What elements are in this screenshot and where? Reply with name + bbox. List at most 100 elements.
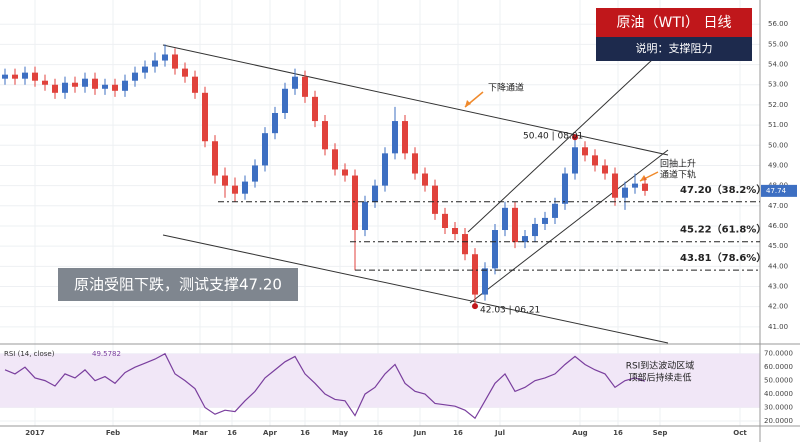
candle-body: [562, 173, 568, 204]
candle-body: [12, 74, 18, 79]
candle-body: [502, 207, 508, 231]
mark-layer: [2, 44, 760, 420]
low-point: [472, 303, 478, 310]
price-tag: [761, 184, 797, 197]
candle-body: [42, 80, 48, 85]
x-tick-label: May: [332, 429, 348, 437]
pullback-label: 回抽上升: [660, 158, 696, 170]
candle-body: [552, 203, 558, 218]
candle-body: [462, 234, 468, 255]
headline: 原油受阻下跌，测试支撑47.20: [74, 276, 282, 294]
rising-channel-upper: [467, 44, 669, 233]
candle-body: [592, 155, 598, 166]
candle-body: [522, 236, 528, 243]
x-tick-label: 2017: [25, 429, 45, 437]
channel-label: 下降通道: [488, 82, 524, 94]
price-tag-label: 47.74: [766, 187, 787, 195]
y-tick-label: 45.00: [768, 242, 788, 250]
candle-body: [112, 84, 118, 91]
candle-body: [152, 60, 158, 67]
y-tick-label: 54.00: [768, 61, 788, 69]
x-tick-label: 16: [613, 429, 623, 437]
candle-body: [542, 217, 548, 224]
candle-body: [362, 201, 368, 231]
candle-body: [22, 72, 28, 79]
candle-body: [192, 76, 198, 93]
y-tick-label: 50.00: [768, 141, 788, 149]
candle-body: [452, 227, 458, 235]
arrow-head: [465, 100, 471, 107]
y-tick-label: 51.00: [768, 121, 788, 129]
candle-body: [102, 84, 108, 89]
candle-body: [172, 54, 178, 69]
candle-body: [282, 88, 288, 113]
candle-body: [182, 68, 188, 77]
candle-body: [442, 213, 448, 228]
x-tick-label: 16: [300, 429, 310, 437]
rsi-tick-label: 50.0000: [764, 377, 793, 385]
candle-body: [262, 133, 268, 166]
y-tick-label: 49.00: [768, 161, 788, 169]
candle-body: [82, 78, 88, 87]
candle-body: [602, 165, 608, 174]
x-tick-label: Jun: [413, 429, 427, 437]
level-label: 45.22（61.8%）: [680, 223, 766, 236]
chart-title: 原油（WTI） 日线: [617, 15, 732, 31]
candle-body: [322, 121, 328, 150]
level-label: 43.81（78.6%）: [680, 251, 766, 264]
subtitle-box: [596, 37, 752, 61]
candle-body: [52, 84, 58, 93]
x-tick-label: 16: [227, 429, 237, 437]
low-point-label: 42.03 | 06.21: [480, 306, 540, 316]
candle-body: [132, 72, 138, 81]
headline-box: [58, 268, 298, 301]
x-tick-label: Jul: [494, 429, 505, 437]
rsi-line: [4, 352, 646, 420]
candle-body: [612, 173, 618, 198]
candle-body: [622, 187, 628, 198]
x-tick-label: Mar: [192, 429, 208, 437]
candle-body: [142, 66, 148, 73]
channel-lower: [162, 234, 669, 344]
candle-body: [382, 153, 388, 186]
rsi-title: RSI (14, close): [4, 350, 55, 358]
candle-body: [372, 185, 378, 202]
candle-body: [482, 268, 488, 295]
candle-body: [352, 175, 358, 231]
y-tick-label: 43.00: [768, 283, 788, 291]
high-point: [572, 134, 578, 141]
candle-body: [402, 121, 408, 154]
candle-body: [72, 82, 78, 87]
candle-body: [222, 175, 228, 186]
candle-body: [92, 78, 98, 89]
candle-body: [342, 169, 348, 176]
candle-body: [412, 153, 418, 174]
candle-body: [2, 74, 8, 79]
candle-body: [572, 147, 578, 174]
y-tick-label: 56.00: [768, 20, 788, 28]
y-tick-label: 52.00: [768, 101, 788, 109]
candle-body: [392, 121, 398, 154]
y-tick-label: 44.00: [768, 262, 788, 270]
channel-upper: [162, 44, 669, 156]
candle-body: [642, 183, 648, 191]
candle-body: [242, 181, 248, 194]
high-point-label: 50.40 | 08.01: [523, 132, 583, 142]
candle-body: [492, 230, 498, 269]
y-tick-label: 47.00: [768, 202, 788, 210]
candle-body: [32, 72, 38, 81]
chart-subtitle: 说明：支撑阻力: [636, 41, 713, 55]
y-tick-label: 55.00: [768, 40, 788, 48]
candle-body: [162, 54, 168, 61]
title-box: [596, 8, 752, 37]
rsi-tick-label: 70.0000: [764, 350, 793, 358]
candle-body: [532, 223, 538, 237]
y-tick-label: 53.00: [768, 81, 788, 89]
y-tick-label: 41.00: [768, 323, 788, 331]
rsi-note: RSI到达波动区域: [626, 360, 695, 372]
candle-body: [512, 207, 518, 243]
candle-body: [332, 149, 338, 170]
candle-body: [272, 112, 278, 134]
candle-body: [422, 173, 428, 186]
